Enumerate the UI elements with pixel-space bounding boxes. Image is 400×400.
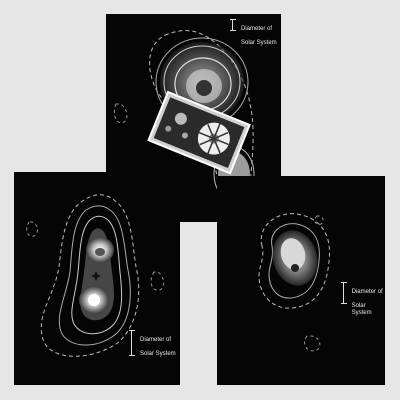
scale-bar-marker [341,282,347,304]
left-image-panel: Diameter of Solar System [14,172,180,385]
scale-label-line1: Diameter of [140,337,172,343]
scale-bar-label: Diameter of Solar System [352,282,385,324]
scale-label-line2: Solar System [351,303,372,316]
scale-bar-top: Diameter of Solar System [230,19,277,54]
scale-label-line1: Diameter of [351,289,383,295]
right-contour-map [258,213,331,352]
bright-core [291,264,299,272]
center-star-marker [91,271,101,281]
right-image-panel: Diameter of Solar System [217,176,385,385]
scale-bar-label: Diameter of Solar System [241,19,277,54]
scale-bar-label: Diameter of Solar System [140,330,176,365]
scale-bar-marker [230,19,236,31]
scale-bar-marker [129,330,135,356]
scale-label-line2: Solar System [241,40,277,46]
scale-bar-right: Diameter of Solar System [341,282,385,324]
outer-dashed-contour [258,213,331,309]
left-contour-map [26,194,165,357]
outer-dashed-contour [40,194,140,357]
scale-label-line2: Solar System [140,351,176,357]
scale-bar-left: Diameter of Solar System [129,330,176,365]
scale-label-line1: Diameter of [241,26,273,32]
inset-overlay-image [147,90,251,175]
